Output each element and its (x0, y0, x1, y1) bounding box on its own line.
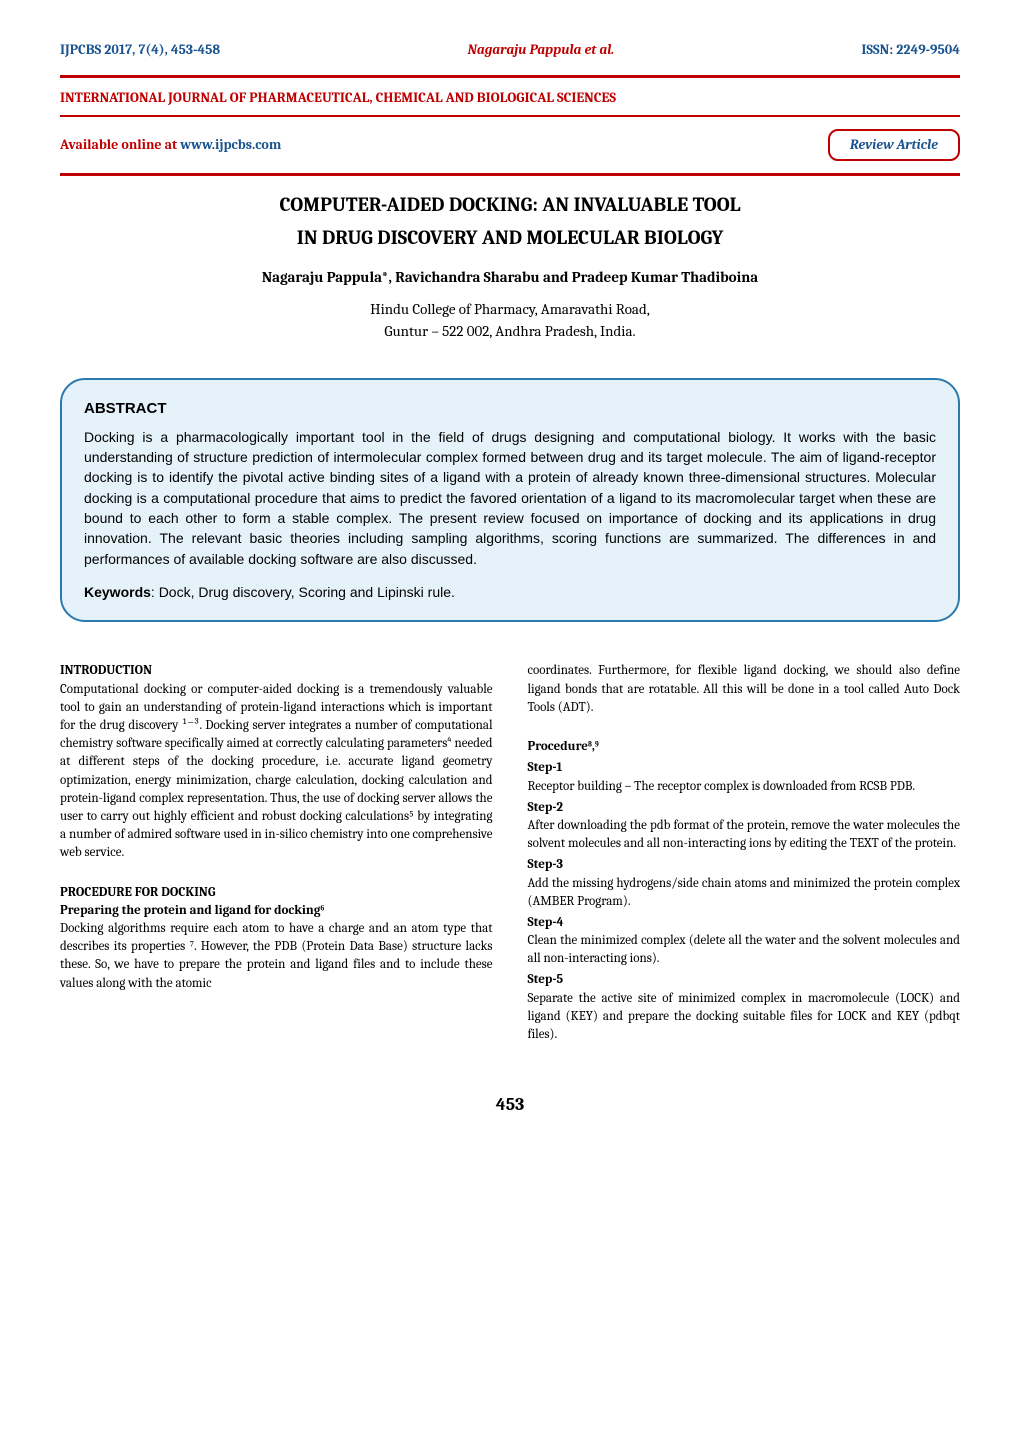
available-prefix: Available online at (60, 136, 180, 153)
header-issn: ISSN: 2249-9504 (861, 40, 960, 60)
step5-heading: Step-5 (528, 971, 961, 989)
step4-heading: Step-4 (528, 914, 961, 932)
preparing-text: Docking algorithms require each atom to … (60, 920, 493, 993)
affiliation-line2: Guntur – 522 002, Andhra Pradesh, India. (384, 322, 635, 340)
step1-heading: Step-1 (528, 759, 961, 777)
page-number: 453 (60, 1092, 960, 1117)
left-column: INTRODUCTION Computational docking or co… (60, 662, 493, 1047)
authors-line: Nagaraju Pappula*, Ravichandra Sharabu a… (60, 267, 960, 288)
step4-text: Clean the minimized complex (delete all … (528, 932, 961, 968)
continuation-text: coordinates. Furthermore, for flexible l… (528, 662, 961, 717)
affiliation-line1: Hindu College of Pharmacy, Amaravathi Ro… (370, 300, 650, 318)
step3-text: Add the missing hydrogens/side chain ato… (528, 875, 961, 911)
running-header: IJPCBS 2017, 7(4), 453-458 Nagaraju Papp… (60, 40, 960, 60)
procedure-sub-heading: Procedure⁸,⁹ (528, 738, 961, 756)
step2-heading: Step-2 (528, 799, 961, 817)
header-authors-short: Nagaraju Pappula et al. (467, 40, 614, 60)
introduction-heading: INTRODUCTION (60, 662, 493, 680)
step3-heading: Step-3 (528, 856, 961, 874)
step1-text: Receptor building – The receptor complex… (528, 778, 961, 796)
abstract-heading: ABSTRACT (84, 398, 936, 419)
article-type-badge: Review Article (828, 129, 960, 161)
paper-subtitle: IN DRUG DISCOVERY AND MOLECULAR BIOLOGY (60, 224, 960, 252)
journal-title: INTERNATIONAL JOURNAL OF PHARMACEUTICAL,… (60, 75, 960, 108)
keywords-text: : Dock, Drug discovery, Scoring and Lipi… (151, 584, 455, 600)
preparing-heading: Preparing the protein and ligand for doc… (60, 902, 493, 920)
header-journal-ref: IJPCBS 2017, 7(4), 453-458 (60, 40, 220, 60)
website-link[interactable]: www.ijpcbs.com (180, 136, 281, 153)
abstract-box: ABSTRACT Docking is a pharmacologically … (60, 378, 960, 623)
step2-text: After downloading the pdb format of the … (528, 817, 961, 853)
abstract-text: Docking is a pharmacologically important… (84, 427, 936, 569)
available-online: Available online at www.ijpcbs.com (60, 135, 281, 155)
right-column: coordinates. Furthermore, for flexible l… (528, 662, 961, 1047)
availability-row: Available online at www.ijpcbs.com Revie… (60, 115, 960, 176)
affiliation: Hindu College of Pharmacy, Amaravathi Ro… (60, 298, 960, 343)
step5-text: Separate the active site of minimized co… (528, 990, 961, 1045)
keywords-line: Keywords: Dock, Drug discovery, Scoring … (84, 583, 936, 603)
keywords-label: Keywords (84, 584, 151, 600)
introduction-text: Computational docking or computer-aided … (60, 681, 493, 863)
procedure-heading: PROCEDURE FOR DOCKING (60, 884, 493, 902)
paper-title: COMPUTER-AIDED DOCKING: AN INVALUABLE TO… (60, 191, 960, 219)
body-columns: INTRODUCTION Computational docking or co… (60, 662, 960, 1047)
